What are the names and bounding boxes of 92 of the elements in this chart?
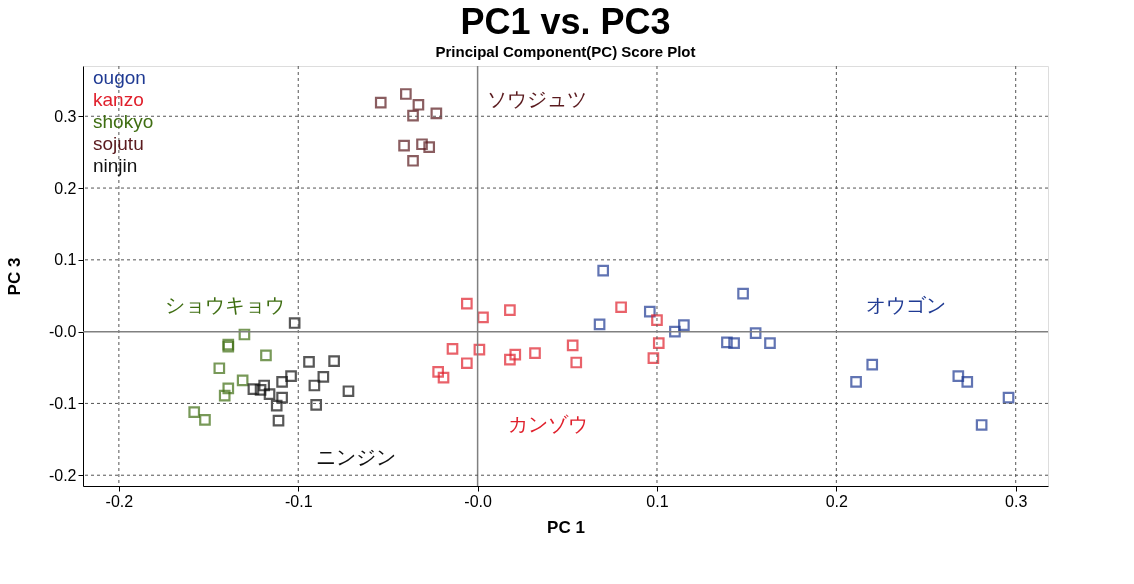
point [254,383,267,396]
point [749,327,762,339]
point [238,328,251,341]
point [446,343,459,355]
y-tick-label: -0.2 [48,466,77,484]
annotation: カンゾウ [508,413,588,435]
point [398,139,410,152]
point [288,317,301,329]
annotation: オウゴン [866,294,946,316]
point [342,385,355,398]
point [407,154,419,167]
point [416,138,428,151]
point [728,337,740,349]
point [737,287,749,300]
point [247,383,260,395]
point [213,362,226,375]
point [285,370,297,382]
x-tick-label: 0.1 [646,492,669,510]
point [303,355,315,368]
point [651,314,663,326]
point [669,325,681,338]
point [461,297,473,310]
chart-title: PC1 vs. PC3 [460,1,671,43]
text: kanzo [93,89,144,110]
x-tick-label: 0.3 [1005,492,1028,510]
y-tick-label: 0.2 [54,179,77,197]
x-tick-label: -0.0 [464,492,492,510]
point [643,305,656,318]
point [652,337,665,349]
y-axis-title: PC 3 [4,257,24,296]
point [570,356,583,369]
chart-subtitle: Principal Component(PC) Score Plot [435,43,696,61]
point [593,318,606,331]
y-tick-label: -0.1 [48,394,77,412]
x-tick-label: 0.2 [825,492,849,510]
point [423,141,436,153]
point [276,391,288,404]
point [199,414,211,426]
point [477,311,489,324]
point [412,98,425,111]
point [236,374,249,387]
point [850,376,862,388]
point [260,349,272,362]
point [461,357,473,370]
point [270,399,283,412]
point [258,379,271,392]
point [310,399,323,411]
point [188,406,201,418]
point [975,419,988,431]
annotation: ショウキョウ [165,294,285,316]
point [473,343,486,356]
point [432,366,444,378]
point [218,389,231,402]
point [276,376,288,388]
point [566,339,579,352]
annotation: ニンジン [316,446,396,468]
point [721,336,733,349]
point [328,355,340,367]
point [263,388,276,400]
point [400,88,412,100]
text: sojutu [93,133,144,154]
point [374,96,387,109]
point [866,358,879,371]
y-tick-label: 0.1 [54,251,77,269]
point [430,107,443,120]
x-axis-title: PC 1 [547,517,585,537]
point [952,370,965,382]
point [504,353,516,366]
point [1002,391,1015,404]
point [529,347,541,360]
point [615,301,627,314]
x-tick-label: -0.1 [284,492,313,510]
point [764,337,776,349]
text: ninjin [93,155,138,176]
annotation: ソウジュツ [487,88,587,110]
point [678,319,690,332]
x-tick-label: -0.2 [105,492,134,510]
point [407,109,419,122]
point [961,376,974,388]
point [647,352,660,365]
text: ougon [93,67,146,88]
point [222,382,235,395]
point [317,371,330,383]
y-tick-label: 0.3 [54,107,77,125]
point [504,304,516,316]
point [437,371,450,384]
text: shokyo [93,111,154,132]
point [597,264,610,277]
point [272,414,285,427]
point [308,379,321,392]
point [509,348,522,361]
y-tick-label: -0.0 [48,323,77,341]
